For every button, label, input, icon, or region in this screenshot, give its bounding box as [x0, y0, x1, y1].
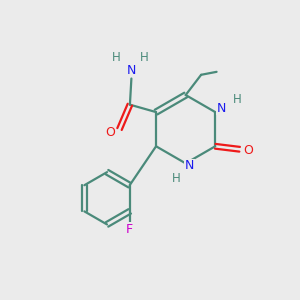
- Text: H: H: [172, 172, 181, 185]
- Text: F: F: [126, 223, 133, 236]
- Text: H: H: [140, 51, 148, 64]
- Text: N: N: [184, 159, 194, 172]
- Text: O: O: [106, 126, 116, 139]
- Text: O: O: [244, 144, 254, 157]
- Text: H: H: [233, 93, 242, 106]
- Text: N: N: [127, 64, 136, 77]
- Text: H: H: [112, 51, 121, 64]
- Text: N: N: [217, 102, 226, 115]
